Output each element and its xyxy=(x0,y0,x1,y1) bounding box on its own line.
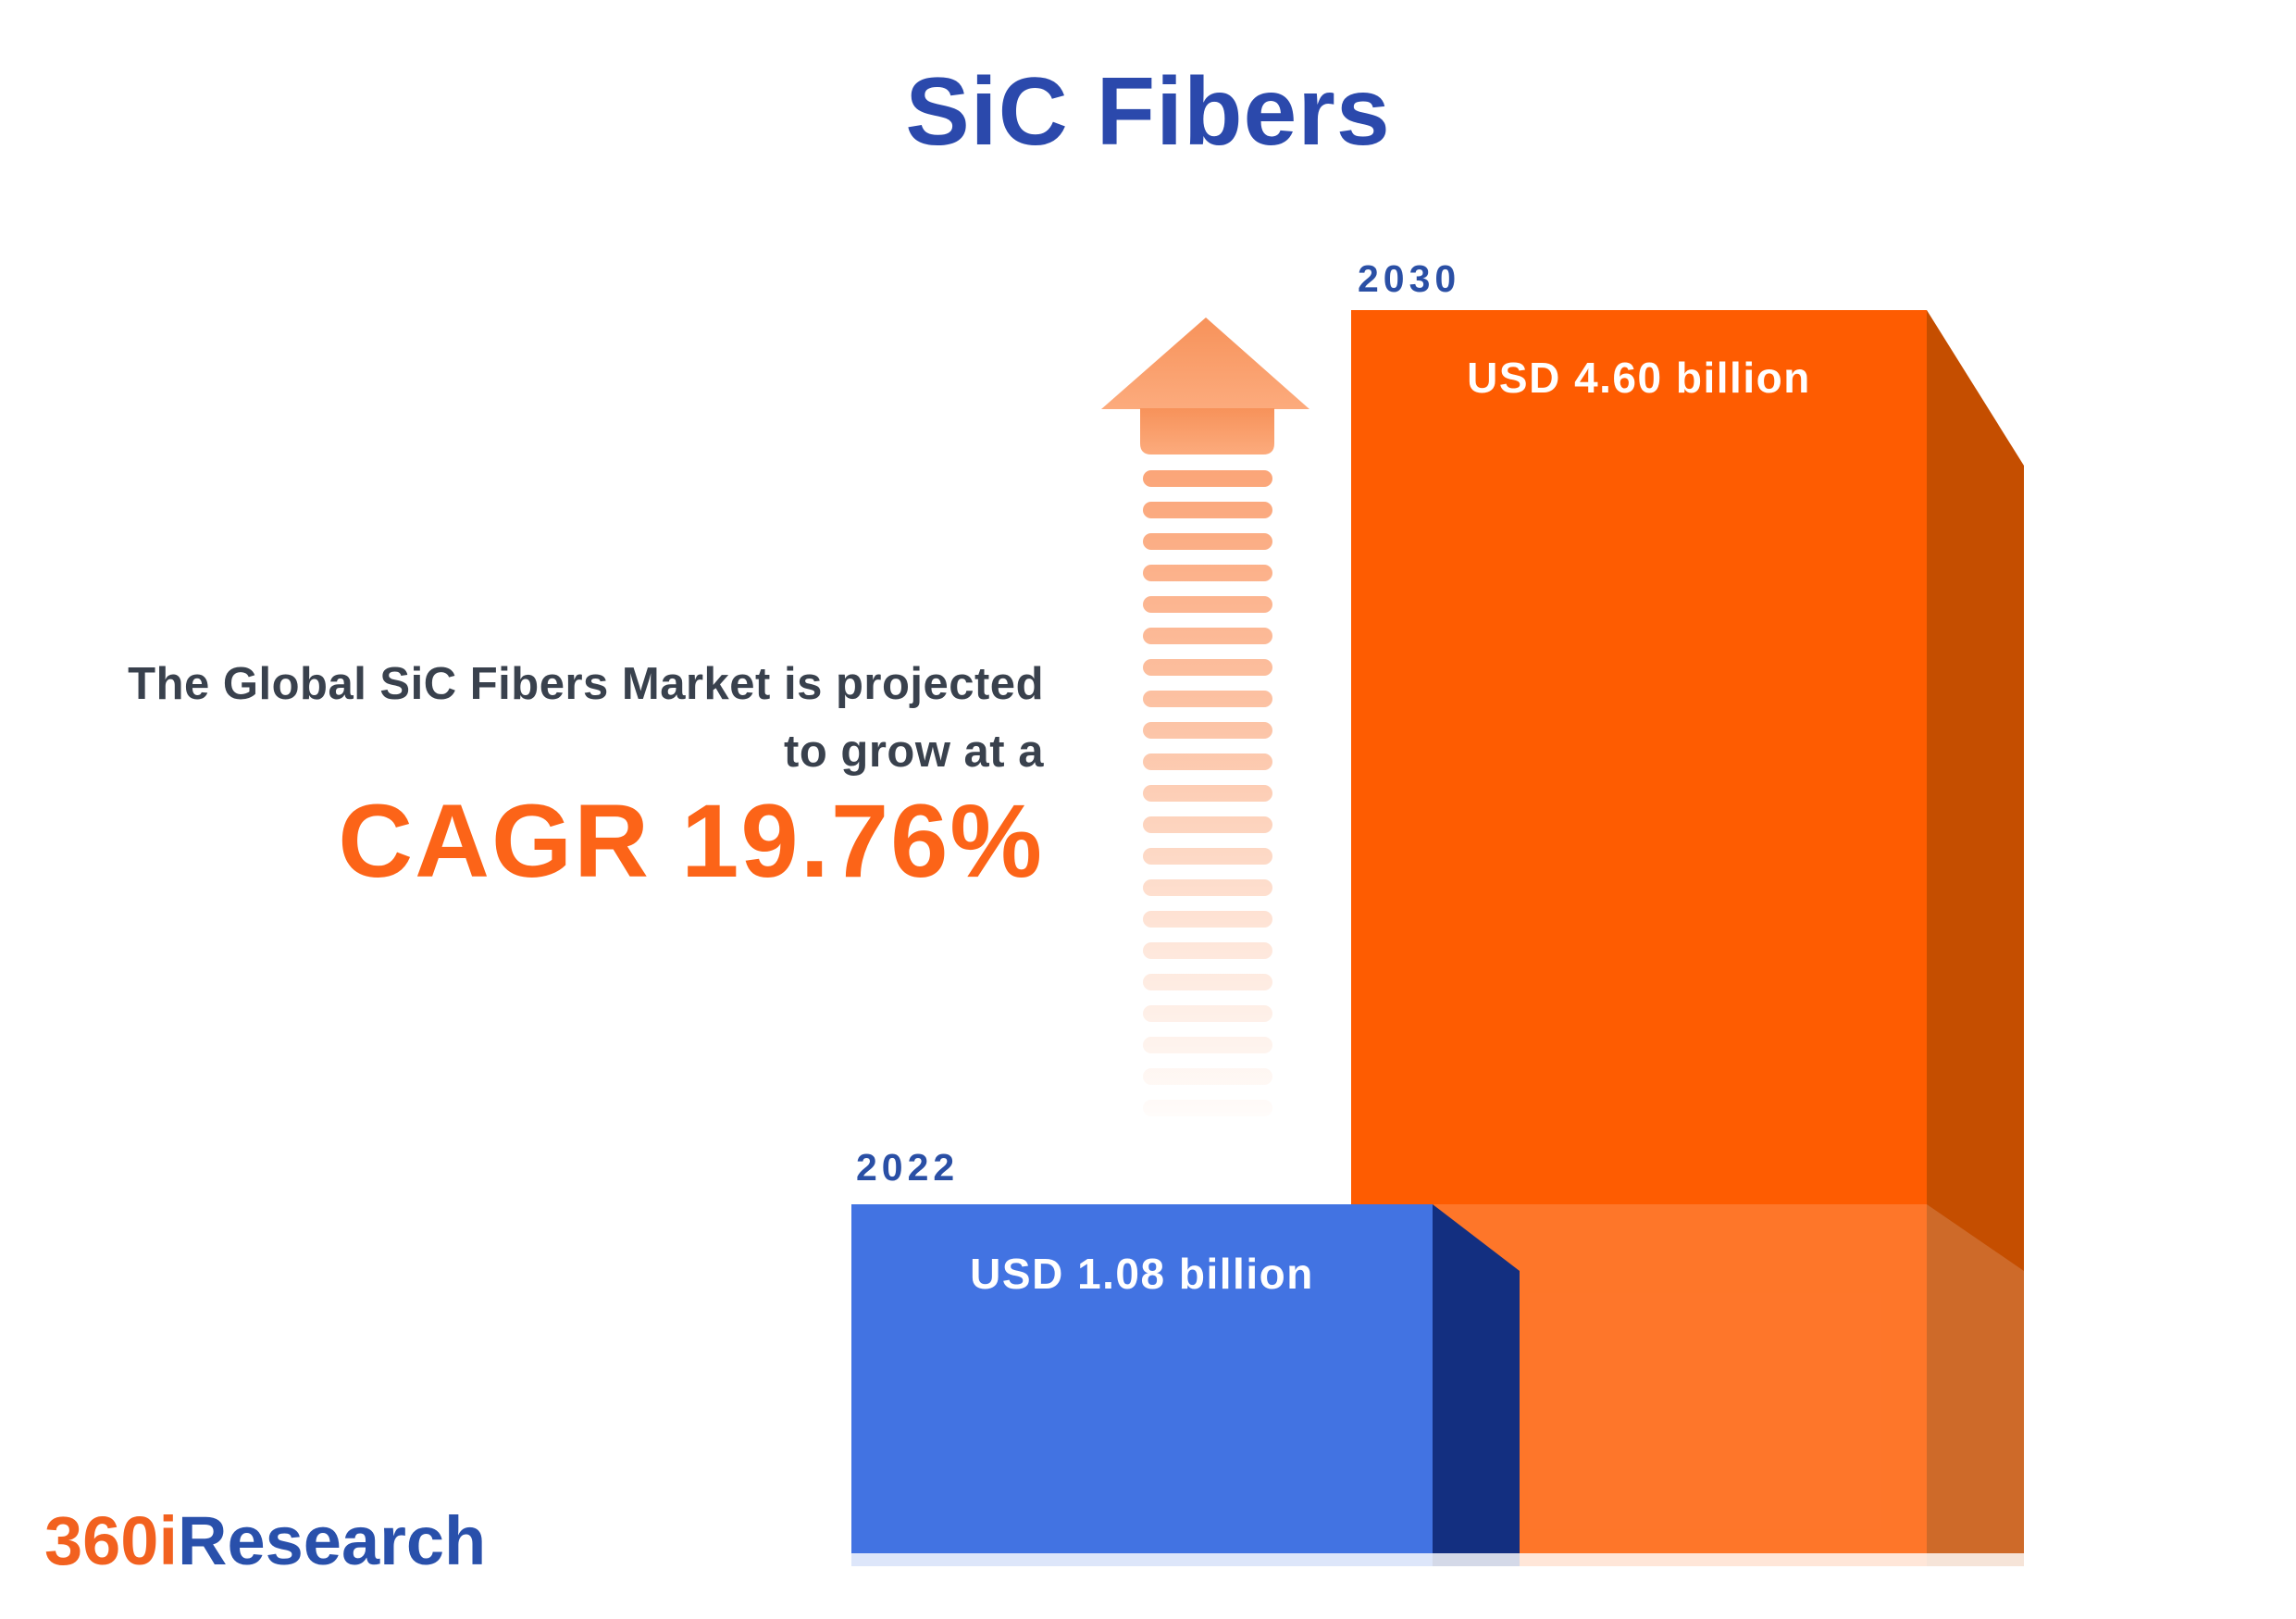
year-label-2022: 2022 xyxy=(856,1146,960,1189)
arrow-trail-dash xyxy=(1143,942,1272,959)
arrow-trail-dash xyxy=(1143,753,1272,770)
cagr-value: CAGR 19.76% xyxy=(338,783,1044,899)
arrow-trail-dash xyxy=(1143,533,1272,550)
growth-arrow-icon xyxy=(1101,318,1309,455)
arrow-trail-dash xyxy=(1143,1005,1272,1022)
brand-logo-360i: 360i xyxy=(44,1502,179,1579)
arrow-trail-dash xyxy=(1143,1068,1272,1085)
arrow-trail-dash xyxy=(1143,785,1272,802)
annotation-line-1: The Global SiC Fibers Market is projecte… xyxy=(128,659,1044,709)
arrow-trail-dash xyxy=(1143,596,1272,613)
bar-2022-face xyxy=(851,1204,1433,1566)
arrow-trail-dash xyxy=(1143,974,1272,990)
arrow-trail-dash xyxy=(1143,879,1272,896)
arrow-head xyxy=(1101,318,1309,409)
arrow-trail-dash xyxy=(1143,659,1272,676)
brand-logo: 360iResearch xyxy=(44,1501,486,1580)
arrow-trail-dash xyxy=(1143,628,1272,644)
page-title: SiC Fibers xyxy=(905,58,1391,166)
arrow-trail-dash xyxy=(1143,502,1272,518)
arrow-trail-dash xyxy=(1143,470,1272,487)
arrow-dashed-trail xyxy=(1141,468,1274,1118)
value-label-2030: USD 4.60 billion xyxy=(1467,354,1811,402)
arrow-trail-dash xyxy=(1143,848,1272,865)
arrow-trail-dash xyxy=(1143,816,1272,833)
bar-2030-side xyxy=(1927,310,2024,1566)
bars-bottom-fade xyxy=(838,1553,2036,1566)
arrow-stem xyxy=(1140,408,1274,455)
arrow-trail-dash xyxy=(1143,565,1272,581)
year-label-2030: 2030 xyxy=(1358,257,1461,300)
bar-2030-side-lower-tint xyxy=(1927,1204,2024,1566)
brand-logo-research: Research xyxy=(178,1502,487,1579)
value-label-2022: USD 1.08 billion xyxy=(970,1250,1314,1298)
arrow-trail-dash xyxy=(1143,691,1272,707)
bar-2022-side xyxy=(1433,1204,1520,1566)
arrow-trail-dash xyxy=(1143,722,1272,739)
arrow-trail-dash xyxy=(1143,911,1272,928)
arrow-trail-dash xyxy=(1143,1100,1272,1116)
market-annotation: The Global SiC Fibers Market is projecte… xyxy=(128,651,1044,893)
annotation-line-2: to grow at a xyxy=(784,727,1044,777)
arrow-trail-dash xyxy=(1143,1037,1272,1053)
